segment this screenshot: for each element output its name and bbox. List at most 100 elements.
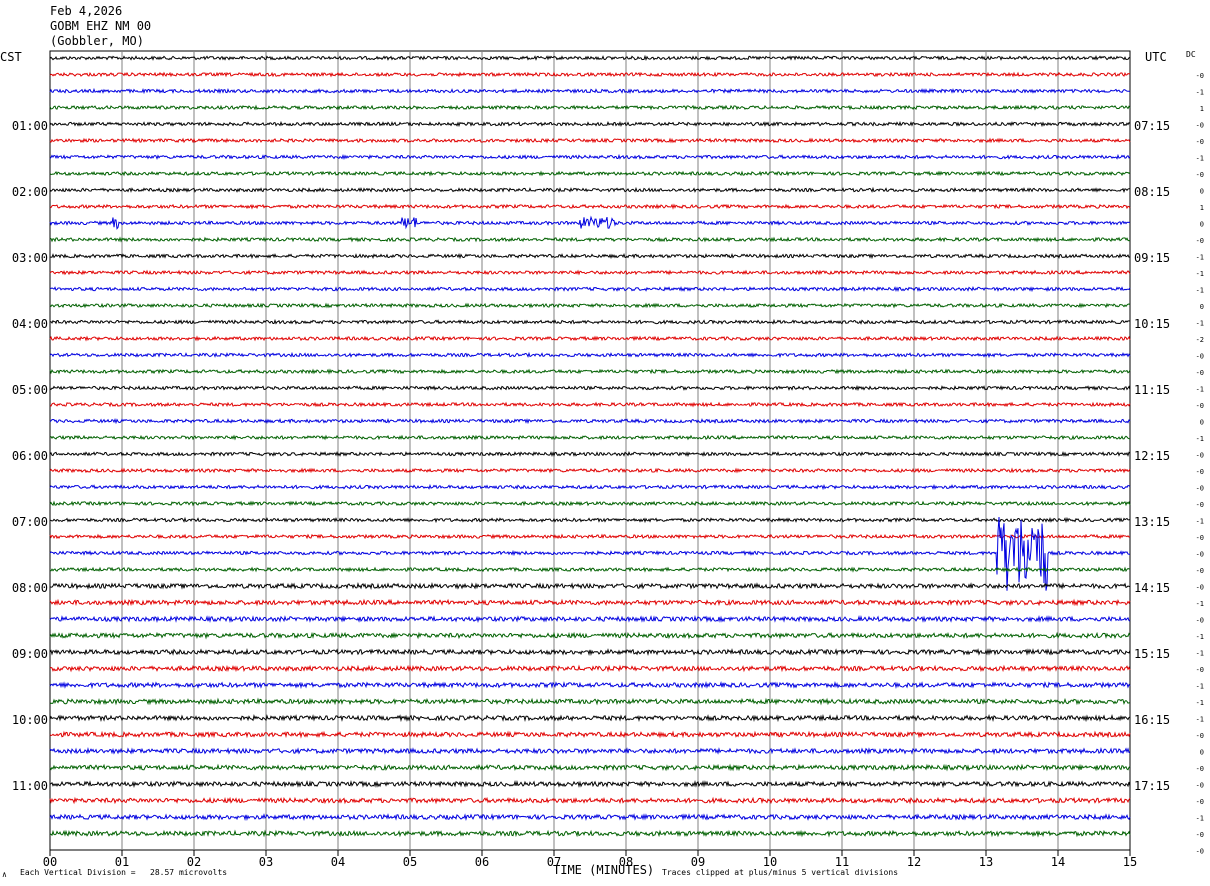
seismic-trace [49,269,1131,276]
dc-offset-value: -0 [1196,452,1204,460]
seismic-trace [49,215,1131,230]
dc-offset-value: -0 [1196,551,1204,559]
seismic-trace [49,71,1131,78]
seismic-trace [49,450,1131,458]
seismic-trace [49,286,1131,293]
dc-offset-value: -0 [1196,468,1204,476]
dc-offset-value: -0 [1196,765,1204,773]
cst-hour-label: 05:00 [12,383,48,397]
x-tick-label: 06 [475,855,489,869]
utc-hour-label: 09:15 [1134,251,1170,265]
seismic-trace [49,664,1131,673]
seismic-trace [49,87,1131,95]
dc-offset-value: 1 [1200,105,1204,113]
seismic-trace [49,598,1131,607]
seismic-trace [49,368,1131,375]
seismic-trace [49,351,1131,359]
dc-offset-value: 0 [1200,749,1204,757]
cst-hour-label: 02:00 [12,185,48,199]
x-tick-label: 09 [691,855,705,869]
clip-note: Traces clipped at plus/minus 5 vertical … [662,868,899,877]
seismic-trace [49,533,1131,540]
dc-offset-value: -0 [1196,72,1204,80]
seismic-trace [49,203,1131,210]
seismic-trace [50,252,1131,260]
dc-offset-value: 1 [1200,204,1204,212]
seismic-trace [49,796,1131,805]
seismic-trace [49,417,1131,425]
seismic-trace [49,500,1131,507]
x-axis-title: TIME (MINUTES) [553,863,655,877]
dc-offset-value: -0 [1196,485,1204,493]
dc-offset-value: -1 [1196,699,1204,707]
cst-hour-label: 11:00 [12,779,48,793]
x-tick-label: 12 [907,855,921,869]
seismic-trace [49,631,1131,640]
dc-offset-value: 0 [1200,221,1204,229]
seismic-trace [49,516,1130,591]
dc-offset-value: -0 [1196,501,1204,509]
x-tick-label: 01 [115,855,129,869]
utc-hour-label: 13:15 [1134,515,1170,529]
dc-offset-value: -1 [1196,254,1204,262]
dc-offset-value: -0 [1196,534,1204,542]
dc-offset-value: -0 [1196,831,1204,839]
dc-offset-value: -1 [1196,716,1204,724]
dc-offset-value: -2 [1196,336,1204,344]
seismic-trace [49,434,1131,441]
dc-offset-value: -0 [1196,584,1204,592]
x-tick-label: 15 [1123,855,1137,869]
cst-hour-label: 10:00 [12,713,48,727]
record-date: Feb 4,2026 [50,4,123,18]
seismic-trace [49,566,1131,573]
dc-offset-value: -1 [1196,270,1204,278]
seismic-trace [49,104,1131,111]
seismic-trace [49,120,1131,128]
cst-hour-label: 09:00 [12,647,48,661]
seismic-trace [49,581,1131,591]
cst-hour-label: 08:00 [12,581,48,595]
x-tick-label: 07 [547,855,561,869]
seismic-trace [49,779,1131,789]
cst-hour-label: 06:00 [12,449,48,463]
utc-hour-label: 07:15 [1134,119,1170,133]
x-tick-label: 11 [835,855,849,869]
x-tick-label: 02 [187,855,201,869]
dc-offset-header: DC [1186,50,1196,59]
x-tick-label: 14 [1051,855,1065,869]
seismic-trace [49,714,1131,723]
dc-offset-value: -0 [1196,122,1204,130]
right-timezone-label: UTC [1145,50,1167,64]
seismic-trace [49,516,1131,524]
seismic-trace [49,467,1131,474]
seismic-trace [49,170,1131,177]
seismic-trace [49,236,1131,243]
x-tick-label: 00 [43,855,57,869]
x-tick-label: 03 [259,855,273,869]
seismic-trace [49,54,1131,62]
dc-offset-value: -1 [1196,683,1204,691]
corner-mark-icon: ∧ [2,870,7,879]
dc-offset-value: 0 [1200,188,1204,196]
utc-hour-label: 10:15 [1134,317,1170,331]
utc-hour-label: 17:15 [1134,779,1170,793]
cst-hour-label: 07:00 [12,515,48,529]
x-tick-label: 13 [979,855,993,869]
dc-offset-value: -1 [1196,386,1204,394]
dc-offset-value: -1 [1196,633,1204,641]
dc-offset-value: -1 [1196,815,1204,823]
station-code: GOBM EHZ NM 00 [50,19,152,33]
dc-offset-value: -0 [1196,617,1204,625]
left-timezone-label: CST [0,50,22,64]
dc-offset-value: -1 [1196,518,1204,526]
x-tick-label: 08 [619,855,633,869]
dc-offset-value: -0 [1196,732,1204,740]
x-tick-label: 05 [403,855,417,869]
seismic-trace [49,763,1131,772]
dc-offset-value: -0 [1196,798,1204,806]
dc-offset-value: -0 [1196,369,1204,377]
seismic-trace [49,730,1131,739]
seismic-trace [49,483,1131,491]
scale-note: Each Vertical Division = 28.57 microvolt… [20,868,228,877]
seismic-trace [49,813,1131,822]
